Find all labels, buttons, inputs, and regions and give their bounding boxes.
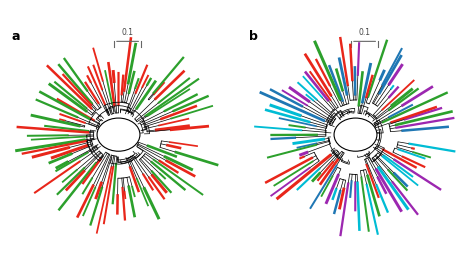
Text: a: a	[11, 30, 20, 43]
Text: 0.1: 0.1	[359, 28, 371, 37]
Ellipse shape	[334, 118, 377, 151]
Text: b: b	[248, 30, 257, 43]
Text: 0.1: 0.1	[122, 28, 134, 37]
Ellipse shape	[97, 118, 140, 151]
